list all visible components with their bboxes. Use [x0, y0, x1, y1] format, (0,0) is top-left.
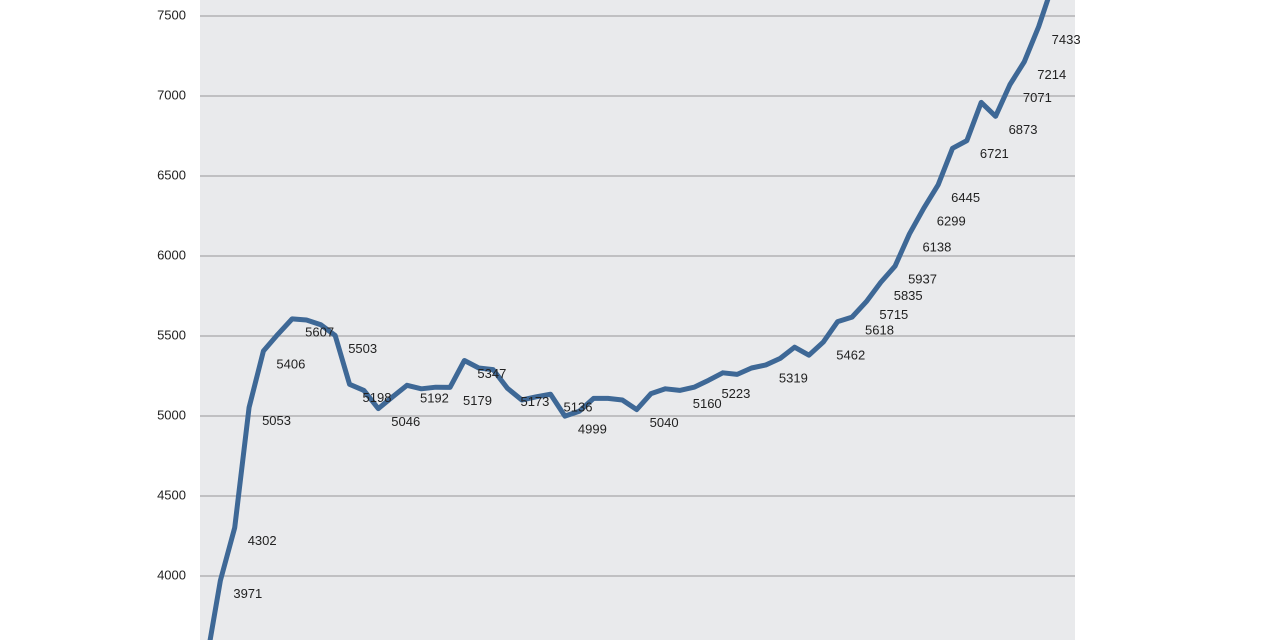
- data-label: 5462: [836, 348, 865, 363]
- data-line: [207, 0, 1051, 640]
- data-label: 5040: [650, 415, 679, 430]
- y-tick-label: 7000: [157, 87, 186, 102]
- data-label: 5179: [463, 393, 492, 408]
- data-label: 3971: [233, 586, 262, 601]
- y-tick-label: 5000: [157, 407, 186, 422]
- data-label: 6721: [980, 146, 1009, 161]
- y-tick-label: 6000: [157, 247, 186, 262]
- data-label: 6445: [951, 190, 980, 205]
- data-label: 5835: [894, 288, 923, 303]
- y-tick-label: 4500: [157, 487, 186, 502]
- data-label: 5198: [363, 390, 392, 405]
- data-label: 6138: [922, 239, 951, 254]
- data-label: 4302: [248, 533, 277, 548]
- data-label: 6299: [937, 214, 966, 229]
- data-label: 5223: [721, 386, 750, 401]
- plot-area: [200, 0, 1075, 640]
- data-label: 5136: [564, 400, 593, 415]
- data-label: 4999: [578, 422, 607, 437]
- data-label: 5406: [276, 356, 305, 371]
- data-label: 7214: [1037, 67, 1066, 82]
- data-label: 5715: [879, 307, 908, 322]
- data-label: 5173: [520, 394, 549, 409]
- y-tick-label: 6500: [157, 167, 186, 182]
- data-label: 5347: [477, 366, 506, 381]
- data-label: 5607: [305, 324, 334, 339]
- data-label: 7071: [1023, 90, 1052, 105]
- y-tick-label: 4000: [157, 567, 186, 582]
- data-label: 7433: [1052, 32, 1081, 47]
- data-label: 5319: [779, 370, 808, 385]
- y-tick-label: 5500: [157, 327, 186, 342]
- y-tick-label: 7500: [157, 7, 186, 22]
- data-label: 5192: [420, 391, 449, 406]
- data-label: 6873: [1009, 122, 1038, 137]
- data-label: 5937: [908, 272, 937, 287]
- data-label: 5046: [391, 414, 420, 429]
- data-label: 5053: [262, 413, 291, 428]
- data-label: 5618: [865, 323, 894, 338]
- data-label: 5503: [348, 341, 377, 356]
- data-label: 5160: [693, 396, 722, 411]
